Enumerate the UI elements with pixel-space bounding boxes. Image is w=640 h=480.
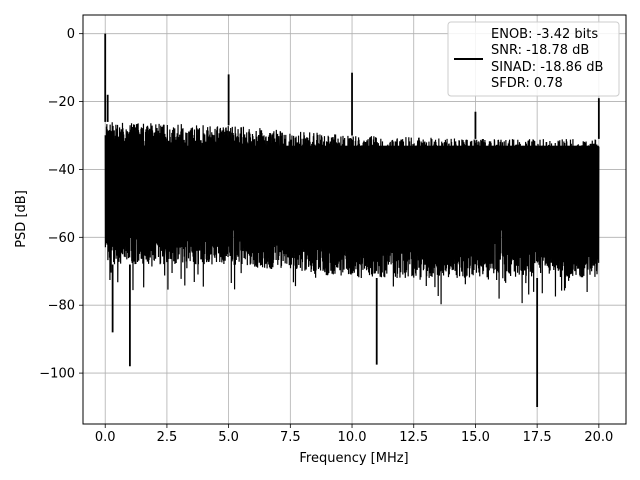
x-tick-label: 20.0: [584, 430, 613, 445]
y-tick-label: −100: [39, 367, 75, 382]
legend-enob: ENOB: -3.42 bits: [491, 27, 598, 42]
legend-snr: SNR: -18.78 dB: [491, 43, 589, 58]
axes-frame: [82, 14, 627, 425]
x-tick-label: 5.0: [218, 430, 239, 445]
x-tick-label: 17.5: [523, 430, 552, 445]
y-tick-label: −20: [48, 95, 75, 110]
legend: ENOB: -3.42 bits SNR: -18.78 dB SINAD: -…: [447, 21, 620, 97]
y-tick-label: −60: [48, 231, 75, 246]
legend-sinad: SINAD: -18.86 dB: [491, 60, 603, 75]
psd-band: [105, 145, 599, 231]
y-tick-label: −40: [48, 163, 75, 178]
plot-area: [104, 122, 600, 305]
x-tick-label: 12.5: [399, 430, 428, 445]
legend-sfdr: SFDR: 0.78: [491, 76, 563, 91]
y-axis-label: PSD [dB]: [14, 190, 29, 248]
y-axis: 0 −20 −40 −60 −80 −100: [39, 27, 83, 382]
spike-lines: [104, 33, 600, 408]
legend-box: [447, 21, 620, 97]
y-tick-label: −80: [48, 299, 75, 314]
y-tick-label: 0: [67, 27, 75, 42]
x-tick-label: 7.5: [280, 430, 301, 445]
x-tick-label: 0.0: [95, 430, 116, 445]
x-tick-label: 2.5: [157, 430, 178, 445]
x-tick-label: 10.0: [338, 430, 367, 445]
x-axis: 0.0 2.5 5.0 7.5 10.0 12.5 15.0 17.5 20.0: [95, 424, 613, 445]
x-axis-label: Frequency [MHz]: [299, 451, 408, 466]
x-tick-label: 15.0: [461, 430, 490, 445]
